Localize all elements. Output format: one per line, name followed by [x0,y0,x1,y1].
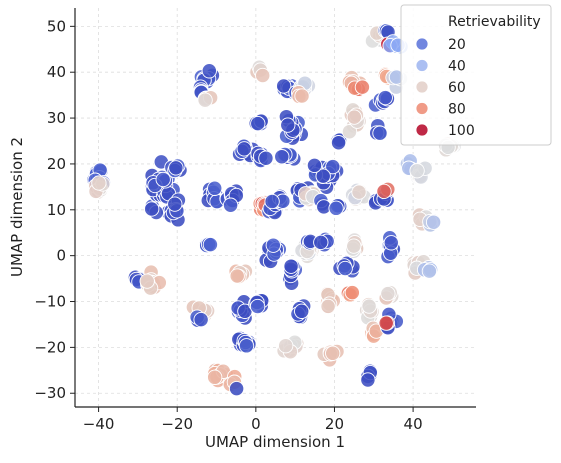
legend-entries: 20 40 60 80 100 [415,37,475,139]
legend-frame [400,4,552,146]
data-point [222,197,239,213]
data-point [264,193,280,210]
legend-marker [415,123,429,137]
x-tick-label: −40 [83,415,115,433]
data-point [377,89,393,106]
data-point [315,168,331,184]
y-tick-label: 20 [47,155,66,173]
data-point [265,237,281,253]
legend-marker [415,59,429,72]
data-point [207,180,223,196]
data-point [202,236,219,253]
data-point [372,125,388,141]
data-point [306,157,323,174]
legend-title: Retrievability [448,14,541,30]
legend-marker [415,80,429,94]
data-point [380,285,396,302]
data-point [283,258,299,274]
data-point [351,184,367,200]
x-ticks: −40 −20 0 20 40 [83,407,423,433]
data-point [238,338,255,354]
data-point [258,150,274,166]
data-point [229,268,245,284]
data-point [313,234,329,251]
data-points [86,22,462,397]
data-point [354,79,371,95]
data-point [341,124,358,140]
legend-label: 60 [448,80,466,96]
data-point [274,149,290,165]
x-tick-label: 40 [404,415,423,433]
data-point [346,238,362,254]
legend-label: 100 [448,123,475,139]
y-tick-label: −30 [34,384,66,402]
data-point [294,88,310,104]
data-point [155,171,171,188]
y-ticks: −30 −20 −10 0 10 20 30 40 50 [34,17,75,402]
data-point [139,273,155,289]
data-point [278,338,294,354]
data-point [376,183,392,200]
data-point [193,311,209,328]
y-axis-label: UMAP dimension 2 [8,137,26,277]
data-point [280,117,296,133]
data-point [325,345,341,361]
data-point [168,160,184,176]
legend-label: 80 [448,102,466,118]
data-point [330,135,347,151]
data-point [91,175,107,191]
data-point [276,78,292,94]
data-point [425,214,442,230]
data-point [383,235,399,251]
y-tick-label: 10 [47,201,66,219]
data-point [228,380,245,397]
x-tick-label: −20 [161,415,193,433]
y-tick-label: 30 [47,109,66,127]
data-point [201,63,217,79]
data-point [144,201,160,217]
data-point [337,260,353,277]
data-point [328,200,344,216]
legend-label: 20 [448,37,466,53]
data-point [294,303,310,319]
axes [74,8,476,408]
x-axis-label: UMAP dimension 1 [205,433,345,451]
x-tick-label: 20 [325,415,344,433]
y-tick-label: −20 [34,338,66,356]
data-point [409,163,425,179]
data-point [197,92,213,108]
data-point [255,67,271,84]
legend-label: 40 [448,59,466,75]
legend-marker [415,37,429,51]
y-tick-label: 40 [47,63,66,81]
data-point [421,263,438,279]
data-point [320,298,336,315]
data-point [361,298,377,314]
data-point [167,196,183,212]
data-point [325,158,341,175]
legend: Retrievability 20 40 60 80 100 [400,4,552,146]
data-point [360,372,376,388]
y-tick-label: 50 [47,17,66,35]
data-point [344,284,360,301]
data-point [207,369,223,385]
data-point [346,109,362,125]
data-point [250,115,266,132]
y-tick-label: 0 [56,247,66,265]
data-point [378,315,394,331]
y-tick-label: −10 [34,293,66,311]
legend-marker [415,102,429,115]
data-point [249,298,266,315]
x-tick-label: 0 [251,415,261,433]
data-point [236,141,252,157]
